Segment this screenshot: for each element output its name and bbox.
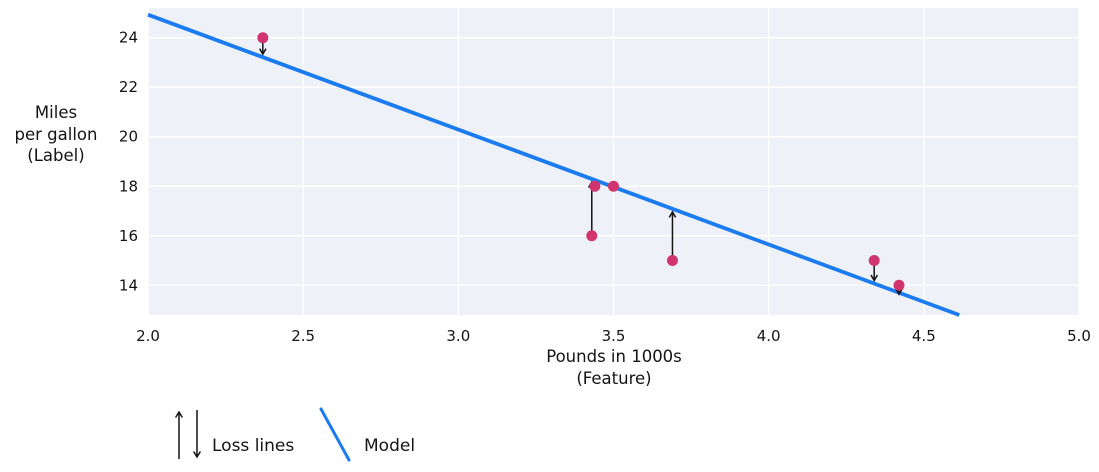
model-line-swatch [319, 407, 351, 462]
model-line [147, 12, 960, 317]
data-point [586, 230, 598, 242]
data-point [868, 255, 880, 267]
x-tick-label: 4.5 [912, 327, 936, 345]
y-tick-label: 18 [119, 177, 138, 195]
legend-loss-lines-label: Loss lines [212, 436, 295, 456]
y-tick-label: 22 [119, 78, 138, 96]
y-tick-label: 14 [119, 276, 138, 294]
data-point [608, 180, 619, 192]
x-tick-label: 3.5 [602, 327, 626, 345]
legend-model-label: Model [364, 436, 416, 456]
x-tick-label: 3.0 [446, 327, 470, 345]
y-tick-label: 16 [119, 227, 138, 245]
x-tick-label: 5.0 [1067, 327, 1091, 345]
data-point [589, 180, 601, 192]
x-axis-label: Pounds in 1000s (Feature) [546, 347, 682, 388]
model-line-icon [319, 407, 351, 462]
loss-arrow [668, 210, 677, 261]
loss-lines-icon [174, 410, 202, 459]
down-arrow-icon [192, 410, 202, 459]
x-tick-label: 2.5 [291, 327, 315, 345]
x-tick-label: 2.0 [136, 327, 160, 345]
y-axis-label: Miles per gallon (Label) [14, 103, 98, 165]
y-tick-label: 24 [119, 29, 138, 47]
up-arrow-icon [174, 410, 184, 459]
data-point [257, 32, 269, 44]
data-point [893, 279, 905, 291]
y-tick-label: 20 [119, 128, 138, 146]
data-point [666, 255, 678, 267]
x-tick-label: 4.0 [757, 327, 781, 345]
